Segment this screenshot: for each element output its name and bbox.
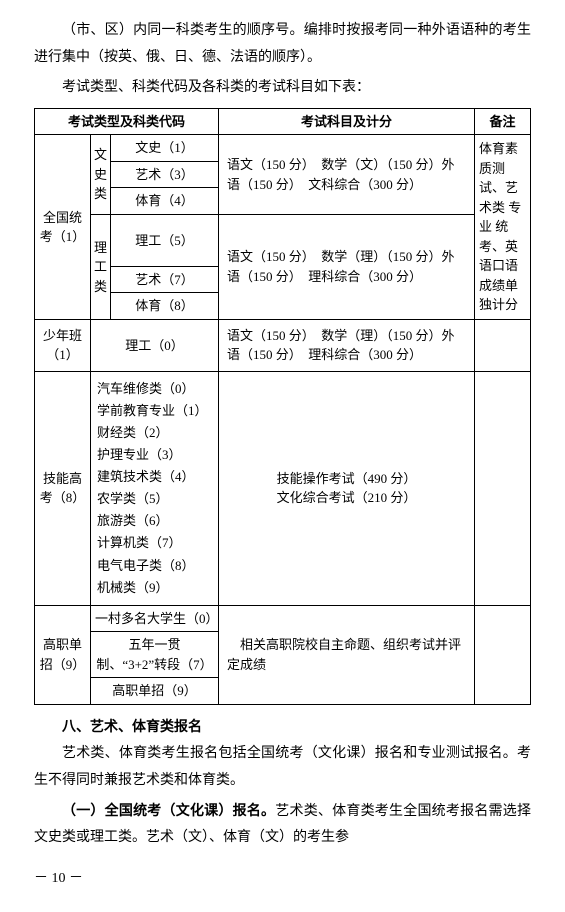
cell-wenshi-4: 体育（4） — [111, 188, 219, 215]
cell-wenshi-1: 文史（1） — [111, 135, 219, 162]
cell-ligong-8: 体育（8） — [111, 293, 219, 320]
cell-junior-subjects: 语文（150 分） 数学（理）（150 分）外语（150 分） 理科综合（300… — [219, 319, 475, 371]
cell-junior-note — [475, 319, 531, 371]
section-8-p1: 艺术类、体育类考生报名包括全国统考（文化课）报名和专业测试报名。考生不得同时兼报… — [34, 741, 531, 794]
th-subjects: 考试科目及计分 — [219, 108, 475, 135]
cell-gaozhi-subjects: 相关高职院校自主命题、组织考试并评定成绩 — [219, 605, 475, 704]
cell-wenshi-3: 艺术（3） — [111, 161, 219, 188]
cell-skill-note — [475, 371, 531, 605]
cell-wen-subjects: 语文（150 分） 数学（文）（150 分）外语（150 分） 文科综合（300… — [219, 135, 475, 215]
cell-gaozhi-r3: 高职单招（9） — [91, 678, 219, 705]
cell-skill-list: 汽车维修类（0） 学前教育专业（1） 财经类（2） 护理专业（3） 建筑技术类（… — [91, 371, 219, 605]
cell-junior-cat: 理工（0） — [91, 319, 219, 371]
cell-wenshi-group: 文史类 — [91, 135, 111, 215]
intro-line-1: （市、区）内同一科类考生的顺序号。编排时按报考同一种外语语种的考生进行集中（按英… — [34, 18, 531, 71]
cell-junior: 少年班（1） — [35, 319, 91, 371]
cell-gaozhi-r2: 五年一贯制、“3+2”转段（7） — [91, 632, 219, 678]
cell-li-subjects: 语文（150 分） 数学（理）（150 分）外语（150 分） 理科综合（300… — [219, 214, 475, 319]
section-8-p2-bold: （一）全国统考（文化课）报名。 — [62, 804, 275, 819]
cell-ligong-7: 艺术（7） — [111, 266, 219, 293]
cell-national-exam: 全国统考（1） — [35, 135, 91, 320]
exam-types-table: 考试类型及科类代码 考试科目及计分 备注 全国统考（1） 文史类 文史（1） 语… — [34, 108, 531, 705]
th-type-code: 考试类型及科类代码 — [35, 108, 219, 135]
cell-gaozhi: 高职单招（9） — [35, 605, 91, 704]
cell-skill: 技能高考（8） — [35, 371, 91, 605]
section-8-heading: 八、艺术、体育类报名 — [34, 715, 531, 742]
intro-line-2: 考试类型、科类代码及各科类的考试科目如下表： — [34, 75, 531, 102]
page-number: － 10 － — [34, 866, 531, 893]
cell-note-1: 体育素质测试、艺术类 专 业 统考、英语口语成绩单独计分 — [475, 135, 531, 320]
cell-ligong-group: 理工类 — [91, 214, 111, 319]
cell-gaozhi-note — [475, 605, 531, 704]
section-8-p2: （一）全国统考（文化课）报名。艺术类、体育类考生全国统考报名需选择文史类或理工类… — [34, 799, 531, 852]
cell-gaozhi-r1: 一村多名大学生（0） — [91, 605, 219, 632]
cell-ligong-5: 理工（5） — [111, 214, 219, 266]
cell-skill-subjects: 技能操作考试（490 分） 文化综合考试（210 分） — [219, 371, 475, 605]
th-note: 备注 — [475, 108, 531, 135]
